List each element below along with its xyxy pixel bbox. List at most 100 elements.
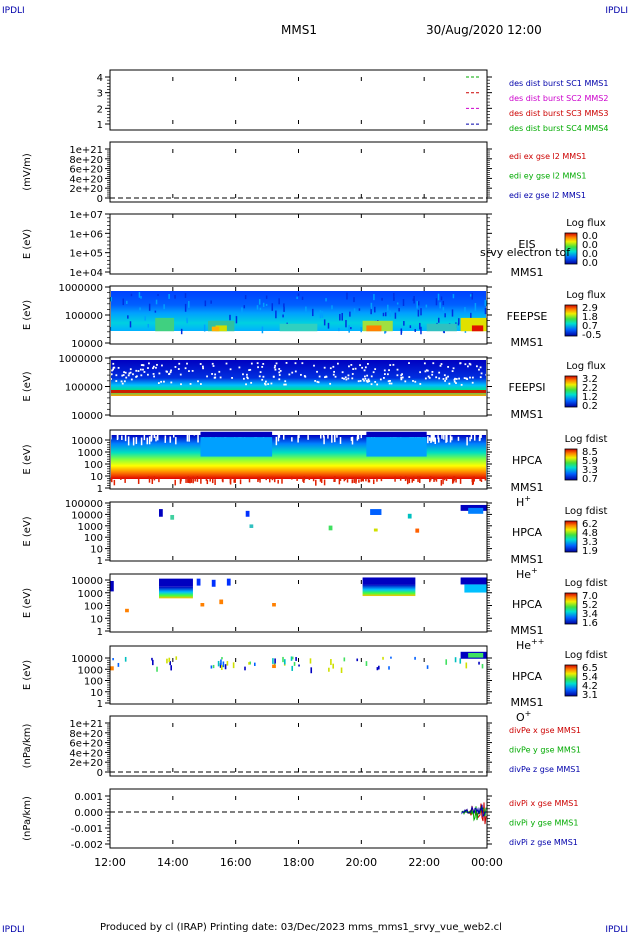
spectrogram-cell [248,662,250,665]
spectrogram-gap [278,433,281,438]
spectrogram-gap [361,366,364,369]
spectrogram-cell [414,656,416,660]
ytick-label: 10000 [71,411,103,422]
spectrogram-cell [258,299,261,305]
spectrogram-cell [426,323,457,332]
legend-label: edi ey gse l2 MMS1 [509,172,587,181]
spectrogram-cell [210,665,213,669]
spectrogram-gap [379,378,382,381]
spectrogram-gap [364,366,367,369]
spectrogram-gap [455,382,457,384]
spectrogram-cell [283,306,285,312]
spectrogram-cell [170,514,175,520]
spectrogram-cell [259,307,262,311]
ytick-label: 6e+20 [69,739,103,750]
spectrogram-gap [136,375,138,378]
ytick-label: 8e+20 [69,729,103,740]
spectrogram-gap [273,366,276,369]
spectrogram-gap [459,362,462,365]
ytick-label: 0.001 [74,792,103,803]
spectrogram-cell [393,292,395,297]
spectrogram-cell [168,657,171,663]
spectrogram-cell [360,327,362,333]
spectrogram-cell [185,477,187,483]
spectrogram-cell [438,317,440,323]
spectrogram-gap [270,382,273,385]
colorbar-tick-label: 0.0 [582,258,598,269]
spectrogram-gap [116,433,119,441]
spectrogram-gap [177,368,180,370]
spectrogram-cell [148,303,151,311]
spectrogram-cell [163,304,165,310]
spectrogram-gap [265,380,267,383]
colorbar-title: Log flux [566,218,606,229]
spectrogram-cell [117,662,120,667]
spectrogram-gap [457,436,460,441]
spectrogram-gap [132,373,134,376]
spectrogram-cell [291,656,294,660]
spectrogram-gap [370,375,373,378]
spectrogram-cell [459,658,462,664]
spectrogram-cell [417,477,419,483]
spectrogram-gap [258,375,261,378]
spectrogram-cell [153,476,156,481]
spectrogram-cell [480,479,483,482]
spectrogram-cell [219,663,222,668]
spectrogram-gap [404,380,407,383]
spectrogram-gap [471,376,474,379]
spectrogram-gap [197,435,199,443]
ytick-label: 1000 [78,665,103,676]
spectrogram-gap [110,378,112,380]
spectrogram-gap [390,382,393,385]
spectrogram-gap [261,366,264,368]
spectrogram-gap [336,433,338,438]
ytick-label: 4 [97,73,103,84]
spectrogram-cell [464,307,466,314]
spectrogram-cell [420,326,422,335]
colorbar-tick-label: 3.2 [582,374,598,385]
spectrogram-gap [257,366,259,369]
time-tick-label: 14:00 [157,856,189,869]
spectrogram-cell [384,312,387,317]
spectrogram-cell [262,302,265,307]
mission-label: MMS1 [281,23,317,37]
spectrogram-cell [159,586,193,599]
spectrogram-cell [158,476,160,483]
spectrogram-cell [159,578,193,587]
ytick-label: 2e+20 [69,184,103,195]
spectrogram-gap [214,376,217,379]
spectrogram-gap [225,362,228,365]
spectrogram-cell [485,300,488,307]
spectrogram-gap [426,369,429,372]
spectrogram-cell [272,603,276,607]
spectrogram-gap [383,369,386,372]
panel-frame [109,429,488,490]
ytick-label: 3 [97,89,103,100]
y-axis-label: E (eV) [22,444,33,474]
spectrogram-cell [442,307,445,311]
spectrogram-cell [244,295,247,300]
spectrogram-cell [409,325,412,329]
spectrogram-gap [468,362,471,365]
spectrogram-cell [148,478,151,483]
spectrogram-cell [157,293,159,296]
spectrogram-gap [277,432,280,442]
spectrogram-gap [344,376,347,379]
y-axis-label: E (eV) [22,371,33,401]
panel-feepse: 1000000 100000 10000 E (eV) Log flux 2.91.80.… [22,283,606,350]
spectrogram-cell [319,476,322,482]
spectrogram-cell [366,325,382,332]
spectrogram-gap [275,362,278,365]
spectrogram-cell [338,327,340,332]
spectrogram-cell [323,319,326,326]
spectrogram-gap [428,437,431,441]
spectrogram-gap [199,363,202,365]
spectrogram-cell [144,316,146,321]
spectrogram-gap [341,377,344,380]
spectrogram-cell [281,477,283,484]
legend-label: edi ez gse l2 MMS1 [509,191,586,200]
ytick-label: 100 [84,460,103,471]
spectrogram-gap [112,368,114,371]
spectrogram-cell [124,477,126,483]
